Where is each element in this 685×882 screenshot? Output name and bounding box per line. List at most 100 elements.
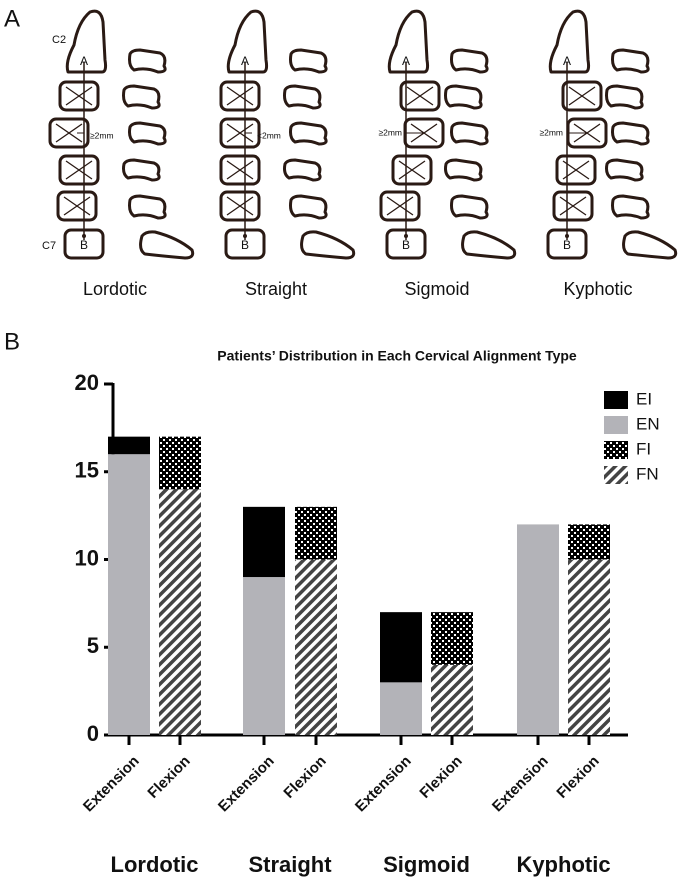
vertebra [555,154,597,186]
x-tick-label: Flexion [280,753,329,802]
point-dot [82,234,86,238]
bar-segment [243,577,285,735]
x-tick-label: Extension [489,753,552,816]
level-label: C2 [52,34,66,46]
process [128,48,167,74]
skull [387,9,430,74]
point-label: A [402,54,410,68]
point-label: B [402,238,410,252]
bar-segment [380,612,422,683]
vertebra [48,117,90,149]
bar-segment [431,612,473,665]
process [444,158,483,182]
skull [548,9,591,74]
vertebra-c7 [63,228,105,260]
bar-segment [380,682,422,735]
x-tick-label: Extension [215,753,278,816]
y-tick-label: 5 [87,633,99,658]
process [611,48,650,74]
process [444,84,483,110]
vertebra-c7 [224,228,266,260]
vertebra-c7 [385,228,427,260]
vertebra-cross [386,196,414,216]
x-tick-label: Extension [80,753,143,816]
vertebra [561,80,603,112]
vertebra-cross [559,196,587,216]
y-tick-label: 15 [75,458,99,483]
x-tick-label: Extension [352,753,415,816]
group-label: Kyphotic [516,852,610,877]
process [605,158,644,182]
bar-segment [159,436,201,490]
vertebra-cross [226,160,254,180]
measure-label: ≥2mm [90,130,114,140]
group-label: Lordotic [111,852,199,877]
vertebra-cross [65,86,93,106]
process [283,158,322,182]
skull [65,9,108,74]
point-label: A [563,54,571,68]
y-tick-label: 10 [75,545,99,570]
panel-label: B [4,328,20,355]
vertebra-c7 [546,228,588,260]
point-label: A [241,54,249,68]
bar-segment [295,506,337,560]
vertebra-cross [55,123,83,143]
legend-label: EN [636,414,660,433]
point-label: A [80,54,88,68]
process [605,84,644,110]
process [289,48,328,74]
bar-segment [431,664,473,735]
bar-segment [568,524,610,560]
vertebra [219,117,261,149]
point-dot [243,234,247,238]
vertebra [403,117,445,149]
process [622,230,678,260]
process [128,121,167,146]
bar-segment [517,524,559,735]
point-label: B [563,238,571,252]
process [461,230,517,260]
panel-label: A [4,5,20,32]
vertebra-cross [568,86,596,106]
process [611,194,650,220]
bar-segment [568,559,610,735]
chart-title: Patients’ Distribution in Each Cervical … [217,348,577,364]
vertebra [379,190,421,222]
type-label: Straight [245,279,307,299]
skull [226,9,269,74]
legend-label: FN [636,464,659,483]
legend-swatch [604,416,628,434]
group-label: Sigmoid [383,852,470,877]
process [283,84,322,110]
y-tick-label: 0 [87,721,99,746]
vertebra [399,80,441,112]
group-label: Straight [248,852,332,877]
type-label: Kyphotic [563,279,632,299]
point-label: B [80,238,88,252]
process [122,84,161,110]
vertebra [219,154,261,186]
point-label: B [241,238,249,252]
process [289,121,328,146]
legend-swatch [604,441,628,459]
process [450,194,489,220]
process [122,158,161,182]
vertebra [58,154,100,186]
vertebra [219,190,261,222]
legend-label: EI [636,389,652,408]
measure-label: ≥2mm [378,127,402,137]
x-tick-label: Flexion [144,753,193,802]
bar-segment [108,436,150,455]
measure-label: ≥2mm [539,127,563,137]
level-label: C7 [42,240,56,252]
vertebra-cross [226,86,254,106]
vertebra-cross [406,86,434,106]
measure-label: <2mm [257,130,281,140]
type-label: Sigmoid [404,279,469,299]
process [450,48,489,74]
x-tick-label: Flexion [553,753,602,802]
vertebra [552,190,594,222]
bar-segment [159,489,201,735]
